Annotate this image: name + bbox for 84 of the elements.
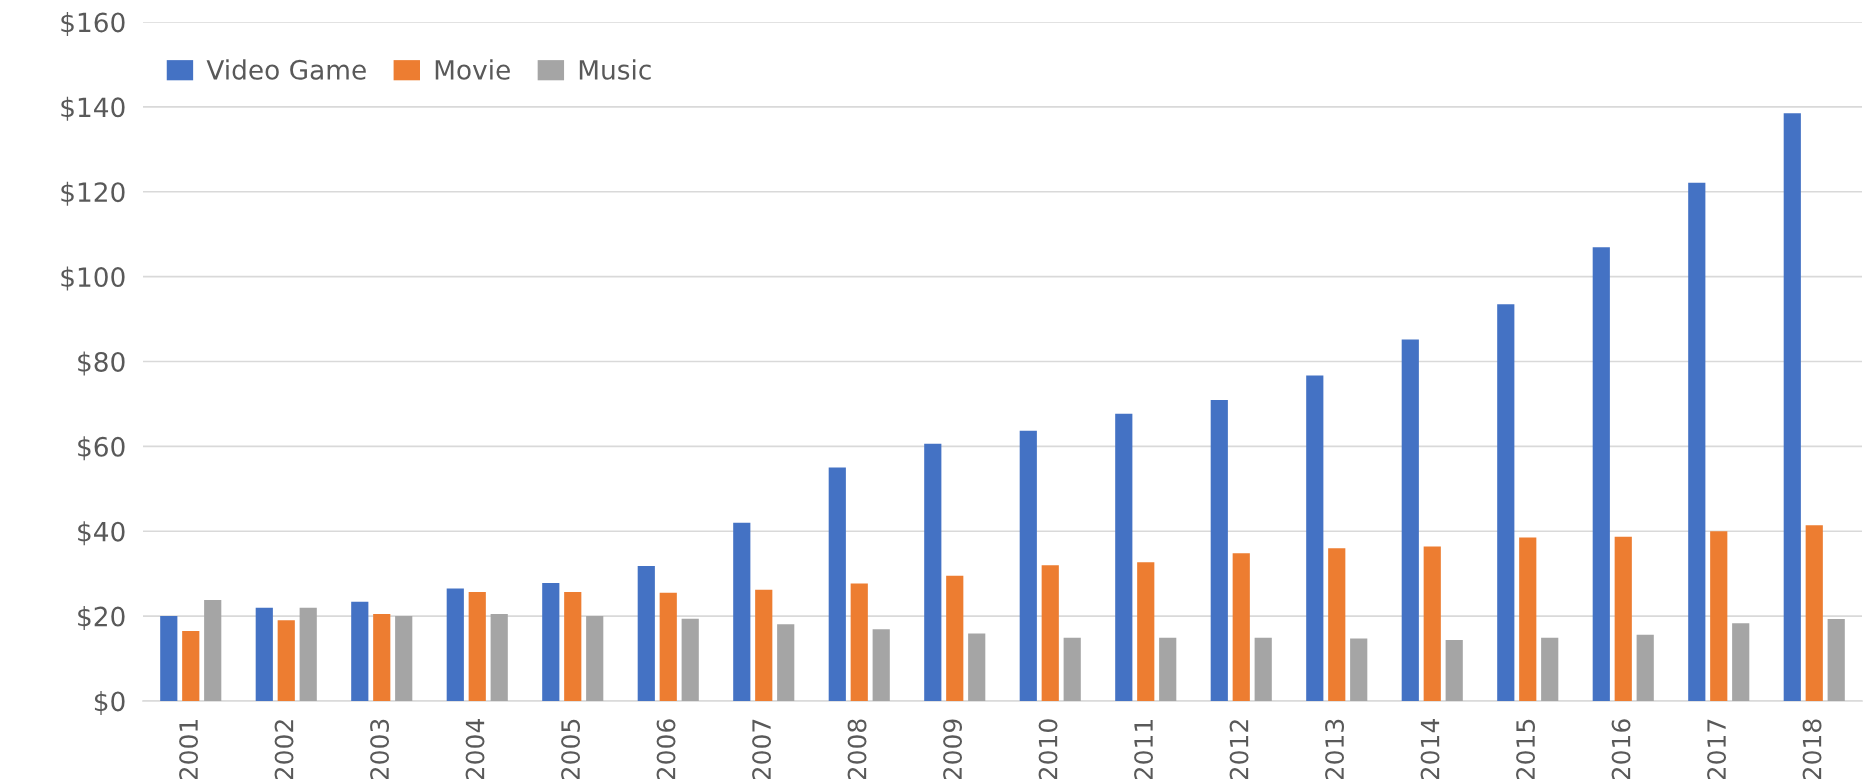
- x-tick-label: 2015: [1516, 719, 1535, 779]
- bar: [182, 630, 200, 701]
- x-tick-label: 2010: [1038, 719, 1058, 779]
- bar: [1688, 182, 1706, 701]
- bar: [1401, 339, 1419, 701]
- bar: [755, 589, 773, 701]
- bar: [1541, 637, 1559, 701]
- bar: [1710, 531, 1728, 701]
- bar: [564, 591, 582, 701]
- bar: [395, 616, 413, 701]
- bar: [1783, 113, 1801, 701]
- bar: [1328, 548, 1346, 701]
- y-tick-label: $40: [78, 521, 125, 546]
- x-tick-label: 2007: [752, 719, 771, 779]
- bar: [255, 607, 273, 701]
- y-tick-label: $0: [94, 690, 125, 715]
- bar: [777, 624, 795, 701]
- bar: [924, 443, 942, 701]
- x-tick-label: 2002: [274, 720, 294, 779]
- x-tick-label: 2003: [370, 719, 389, 779]
- bar: [968, 633, 986, 701]
- bar: [1827, 619, 1845, 701]
- bar: [946, 575, 964, 701]
- bar: [542, 583, 560, 701]
- legend-label: Video Game: [206, 59, 366, 80]
- bar: [468, 591, 486, 701]
- bar: [1592, 247, 1610, 701]
- bar: [277, 620, 295, 701]
- bar: [160, 616, 178, 701]
- legend-label: Movie: [435, 59, 510, 80]
- x-tick-label: 2011: [1134, 719, 1153, 779]
- bar: [1063, 637, 1081, 701]
- x-tick-label: 2004: [465, 719, 485, 779]
- bar: [1519, 537, 1537, 701]
- bar: [850, 583, 868, 701]
- bar: [1306, 375, 1324, 701]
- y-tick-label: $20: [78, 606, 125, 631]
- y-tick-label: $160: [61, 11, 125, 36]
- x-tick-label: 2013: [1325, 719, 1344, 779]
- bar: [1137, 562, 1155, 701]
- x-tick-label: 2012: [1229, 720, 1249, 779]
- y-tick-label: $120: [61, 181, 125, 206]
- x-tick-label: 2006: [656, 719, 676, 779]
- bar: [872, 629, 890, 701]
- y-tick-label: $60: [78, 436, 125, 461]
- bar: [1115, 413, 1133, 701]
- x-tick-label: 2017: [1707, 719, 1726, 779]
- bar: [637, 566, 655, 701]
- x-tick-label: 2008: [847, 719, 867, 779]
- x-tick-label: 2018: [1802, 719, 1822, 779]
- x-tick-label: 2016: [1611, 719, 1631, 779]
- bar: [490, 614, 508, 701]
- bar: [1159, 637, 1177, 701]
- bar: [1636, 634, 1654, 701]
- x-tick-label: 2009: [943, 719, 962, 779]
- legend-label: Music: [579, 59, 651, 80]
- x-tick-label: 2005: [561, 719, 580, 779]
- bar: [733, 522, 751, 701]
- bar: [446, 588, 464, 701]
- bar: [1614, 536, 1632, 701]
- bar: [1232, 553, 1250, 701]
- bar: [1497, 304, 1515, 701]
- bar: [1445, 639, 1463, 701]
- bar: [373, 614, 391, 701]
- bar: [659, 592, 677, 701]
- bar: [1210, 400, 1228, 701]
- bar: [1805, 525, 1823, 701]
- bar: [1254, 637, 1272, 701]
- bar: [204, 600, 222, 701]
- bar: [351, 601, 369, 701]
- y-tick-label: $100: [61, 266, 125, 291]
- x-tick-label: 2014: [1420, 719, 1440, 779]
- bar: [1423, 546, 1441, 701]
- bar: [1041, 565, 1059, 701]
- bar: [586, 616, 604, 701]
- bar: [299, 607, 317, 701]
- x-tick-label: 2001: [179, 719, 198, 779]
- y-tick-label: $140: [61, 96, 125, 121]
- bar: [1019, 430, 1037, 701]
- bar: [828, 467, 846, 701]
- y-tick-label: $80: [78, 351, 125, 376]
- bar: [681, 618, 699, 701]
- bar: [1732, 623, 1750, 701]
- bar: [1350, 638, 1368, 701]
